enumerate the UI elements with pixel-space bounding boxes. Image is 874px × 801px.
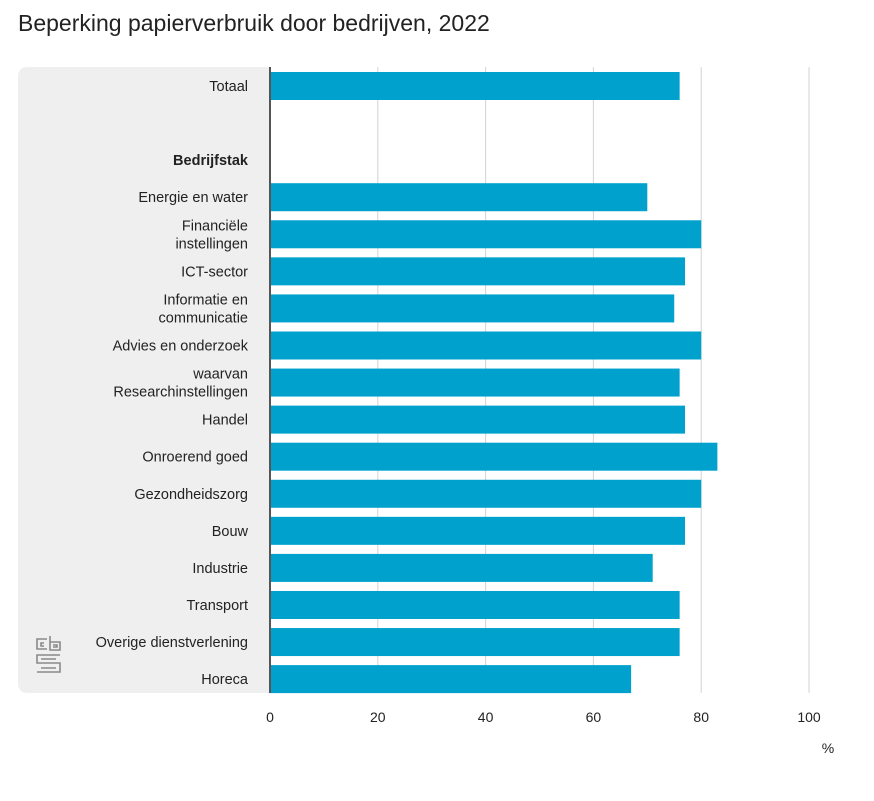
bar-industrie — [270, 553, 653, 582]
category-label: instellingen — [175, 236, 248, 252]
category-label: Researchinstellingen — [113, 385, 248, 401]
category-label: Informatie en — [163, 292, 248, 308]
category-label: Industrie — [192, 561, 248, 577]
category-label: Bouw — [212, 524, 249, 540]
x-tick-label: 0 — [266, 709, 274, 725]
bar-bouw — [270, 516, 686, 545]
chart-title: Beperking papierverbruik door bedrijven,… — [18, 10, 490, 36]
bar-onroerend-goed — [270, 442, 718, 471]
cbs-logo-icon — [36, 636, 61, 673]
bar-totaal — [270, 72, 680, 100]
category-label: Advies en onderzoek — [113, 338, 249, 354]
bar-advies-en-onderzoek — [270, 331, 702, 360]
category-label: ICT-sector — [181, 264, 248, 280]
bar-overige-dienstverlening — [270, 628, 680, 657]
category-label: Overige dienstverlening — [96, 635, 248, 651]
bar-gezondheidszorg — [270, 479, 702, 508]
category-label: Horeca — [201, 672, 249, 688]
bar-horeca — [270, 665, 632, 694]
bar-energie-en-water — [270, 183, 648, 212]
bar-ict-sector — [270, 257, 686, 286]
category-label: Transport — [186, 598, 248, 614]
bar-transport — [270, 590, 680, 619]
category-label: Bedrijfstak — [173, 153, 249, 169]
bar-waarvan-researchinstellingen — [270, 368, 680, 397]
bar-financi-le-instellingen — [270, 220, 702, 249]
x-tick-label: 100 — [797, 709, 821, 725]
category-label: Gezondheidszorg — [134, 487, 248, 503]
bar-informatie-en-communicatie — [270, 294, 675, 323]
x-tick-label: 60 — [586, 709, 602, 725]
category-panel — [18, 67, 270, 693]
x-tick-label: 80 — [693, 709, 709, 725]
category-label: Financiële — [182, 218, 248, 234]
category-label: Totaal — [209, 79, 248, 95]
bar-handel — [270, 405, 686, 434]
category-label: Energie en water — [138, 190, 248, 206]
category-label: communicatie — [159, 310, 248, 326]
category-label: waarvan — [192, 367, 248, 383]
x-tick-label: 40 — [478, 709, 494, 725]
category-label: Handel — [202, 413, 248, 429]
category-label: Onroerend goed — [142, 450, 248, 466]
x-tick-label: 20 — [370, 709, 386, 725]
x-axis-unit-label: % — [822, 740, 834, 756]
